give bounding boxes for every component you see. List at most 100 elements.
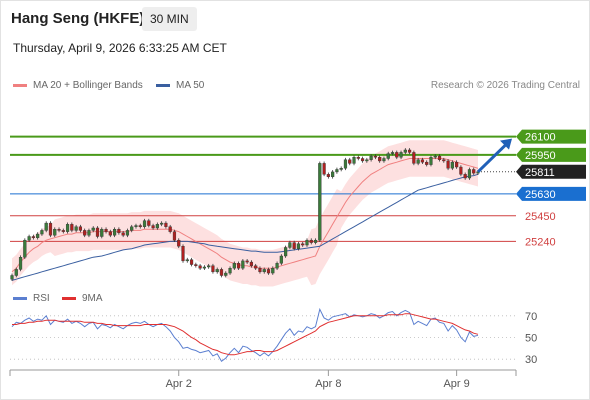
candle (147, 218, 151, 228)
candle (70, 222, 74, 233)
candle-body (74, 226, 78, 231)
candle-body (65, 224, 70, 232)
candle (455, 160, 459, 169)
level-tag-26100 (516, 129, 586, 144)
candle-body (53, 228, 57, 236)
candle (258, 266, 262, 274)
candle (18, 255, 23, 272)
candle-body (331, 171, 335, 177)
candle (343, 157, 348, 171)
level-tag-25950 (516, 147, 586, 162)
candle (91, 226, 95, 233)
candle-body (181, 246, 185, 262)
candle-body (228, 267, 232, 274)
candle (275, 261, 279, 271)
candle (241, 259, 245, 271)
candle-body (40, 230, 44, 235)
candle-body (348, 159, 352, 164)
bollinger-swatch (13, 84, 27, 87)
candle-body (18, 257, 23, 270)
candle (467, 167, 472, 180)
candle-body (369, 155, 373, 160)
rsi-tick-label: 50 (525, 333, 537, 345)
candle-body (207, 265, 211, 268)
timeframe-badge[interactable]: 30 MIN (142, 7, 197, 31)
x-tick-label: Apr 8 (315, 378, 341, 390)
candle-body (390, 152, 395, 154)
candle-body (36, 233, 40, 238)
candle-body (83, 230, 87, 236)
candle-body (10, 275, 14, 280)
candle-body (416, 159, 420, 164)
candle (360, 156, 365, 163)
candle (181, 244, 185, 263)
candle (301, 241, 305, 247)
candle-body (155, 224, 159, 229)
candle-body (442, 159, 446, 162)
candle-body (113, 228, 117, 236)
candle (322, 161, 326, 177)
research-credit: Research © 2026 Trading Central (430, 80, 580, 91)
rsi-tick-label: 30 (525, 354, 537, 366)
candle (348, 157, 352, 166)
bollinger-label: MA 20 + Bollinger Bands (33, 80, 143, 91)
candle (78, 224, 83, 233)
timestamp: Thursday, April 9, 2026 6:33:25 AM CET (13, 41, 227, 55)
candle (202, 265, 206, 271)
candle-body (14, 269, 18, 276)
candle-body (296, 243, 301, 249)
candle-body (335, 169, 339, 173)
candle (198, 263, 202, 271)
candle-body (472, 169, 476, 174)
candle (352, 155, 356, 166)
candle (416, 157, 420, 166)
candle (211, 263, 215, 274)
candle (95, 226, 100, 239)
candle-body (100, 228, 104, 237)
legend-rsi: RSI (13, 293, 50, 304)
candle (395, 150, 399, 160)
candle-body (429, 157, 433, 165)
candle-body (44, 222, 48, 231)
candle-body (236, 263, 241, 269)
candle-body (130, 226, 134, 231)
candle (155, 222, 159, 230)
candle-body (339, 168, 343, 170)
x-tick-label: Apr 2 (166, 378, 192, 390)
candle (262, 267, 266, 274)
instrument-title: Hang Seng (HKFE) (11, 10, 145, 27)
candle-body (125, 230, 130, 236)
level-tag-25630 (516, 186, 586, 201)
candle (177, 238, 181, 249)
rsi-lines-group (11, 307, 479, 363)
candle (164, 221, 168, 229)
candle-body (459, 166, 463, 175)
legend-ma50: MA 50 (156, 80, 204, 91)
candle-body (365, 159, 369, 162)
candle-body (446, 160, 450, 169)
candle-body (224, 272, 228, 276)
candle (309, 238, 313, 245)
candle (121, 231, 125, 238)
candle (412, 150, 416, 166)
candle (27, 234, 31, 242)
candle (207, 263, 211, 269)
candle-body (455, 161, 459, 168)
candle-body (437, 155, 442, 160)
candles-group (10, 148, 480, 281)
candle (40, 228, 44, 236)
candle (271, 266, 275, 275)
forecast-arrow-shaft (476, 143, 508, 173)
bollinger-band (12, 140, 478, 287)
candle (65, 222, 70, 234)
candle (10, 273, 14, 281)
candle (356, 155, 360, 161)
candle-body (241, 260, 245, 269)
rsi-grid-group: 70 50 30 (10, 311, 537, 366)
candle (373, 154, 377, 160)
rsi-tick-label: 70 (525, 311, 537, 323)
candle (14, 267, 18, 278)
rsi-ma-line (12, 313, 479, 356)
candle-body (168, 226, 172, 232)
